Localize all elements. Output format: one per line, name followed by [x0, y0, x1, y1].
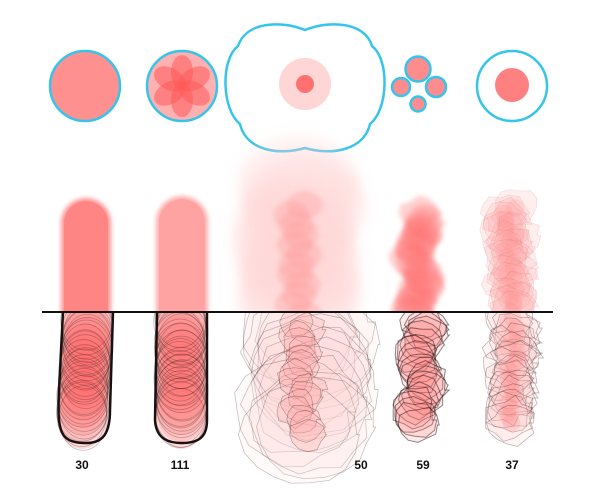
- stroke-2-top: [156, 196, 208, 312]
- stroke-2-outline: [153, 312, 209, 445]
- brush-icon-solid-circle: [48, 49, 122, 123]
- stroke-4-bottom: [392, 312, 451, 443]
- stroke-3-bottom: [234, 312, 381, 484]
- count-label-2: 111: [171, 458, 190, 472]
- stroke-5-bottom: [481, 312, 545, 447]
- brush-icon-ring-dot: [475, 49, 549, 123]
- stroke-1-bottom: [56, 312, 114, 451]
- stroke-3-top: [231, 134, 367, 312]
- stroke-1-top: [61, 198, 111, 312]
- count-label-1: 30: [75, 458, 89, 472]
- brush-icon-flower: [145, 49, 219, 123]
- brush-icon-blob-soft: [224, 23, 386, 153]
- count-label-4: 59: [416, 458, 430, 472]
- stroke-5-top: [479, 189, 542, 312]
- count-label-3: 50: [354, 458, 368, 472]
- stroke-1-outline: [57, 312, 115, 445]
- count-label-5: 37: [505, 458, 519, 472]
- brush-icon-cluster: [390, 55, 448, 113]
- stroke-4-top: [387, 195, 447, 312]
- stroke-samples: [56, 134, 545, 484]
